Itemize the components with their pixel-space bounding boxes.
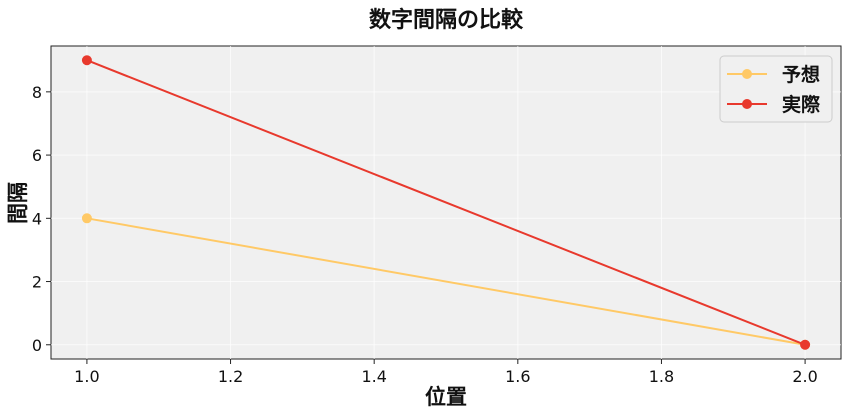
- legend-label: 予想: [782, 63, 820, 86]
- legend-marker: [742, 99, 752, 109]
- series-layer: [81, 55, 811, 350]
- grid: [51, 46, 841, 359]
- y-tick-label: 8: [32, 83, 42, 102]
- x-tick-label: 1.0: [74, 367, 99, 386]
- data-point: [800, 339, 811, 350]
- x-tick-label: 1.8: [649, 367, 674, 386]
- series-line-2: [86, 59, 806, 346]
- data-point: [81, 213, 92, 224]
- y-tick-label: 2: [32, 273, 42, 292]
- series-line-1: [86, 217, 806, 346]
- axes: 1.0 1.2 1.4 1.6 1.8 2.0 0 2 4 6 8: [32, 83, 818, 386]
- x-axis-label: 位置: [425, 385, 467, 409]
- y-tick-label: 0: [32, 336, 42, 355]
- y-tick-label: 6: [32, 146, 42, 165]
- y-tick-label: 4: [32, 209, 42, 228]
- y-axis-label: 間隔: [6, 182, 30, 224]
- data-point: [81, 55, 92, 66]
- x-tick-label: 1.4: [361, 367, 386, 386]
- x-tick-label: 2.0: [792, 367, 817, 386]
- x-tick-label: 1.6: [505, 367, 530, 386]
- legend-label: 実際: [782, 93, 821, 116]
- legend-marker: [742, 69, 752, 79]
- chart-title: 数字間隔の比較: [369, 7, 524, 33]
- x-tick-label: 1.2: [218, 367, 243, 386]
